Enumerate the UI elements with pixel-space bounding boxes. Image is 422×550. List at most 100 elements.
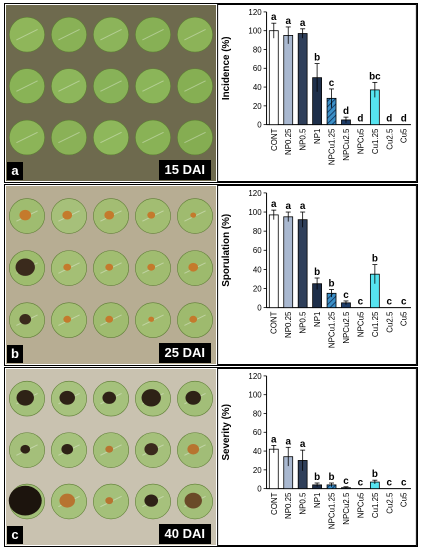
y-tick-label: 20 — [253, 102, 262, 111]
leaf-vein — [142, 80, 164, 92]
lesion — [185, 390, 201, 405]
y-tick-label: 20 — [253, 284, 262, 293]
bar — [283, 35, 294, 126]
chart-frame — [217, 368, 417, 546]
significance-letter: a — [285, 436, 291, 447]
leaf-vein — [184, 80, 206, 92]
x-tick-label: NPCu1.25 — [328, 128, 337, 165]
significance-letter: c — [329, 78, 335, 89]
x-tick-label: NPCu2.5 — [342, 311, 351, 344]
lesion — [63, 263, 72, 271]
significance-letter: b — [314, 53, 320, 64]
y-tick-label: 100 — [248, 27, 262, 36]
leaf-disc — [93, 68, 129, 104]
leaf-disc — [9, 119, 45, 156]
y-tick-label: 80 — [253, 45, 262, 54]
x-tick-label: NPCu1.25 — [328, 492, 337, 529]
x-tick-label: NP0.5 — [299, 128, 308, 151]
lesion — [63, 315, 72, 323]
leaf-disc — [51, 119, 87, 156]
x-tick-label: CONT — [270, 492, 279, 515]
dai-label-a: 15 DAI — [158, 160, 211, 180]
lesion — [147, 211, 156, 219]
x-tick-label: NP0.5 — [299, 492, 308, 515]
leaf-vein — [58, 28, 80, 41]
x-tick-label: NPCu5 — [356, 311, 365, 337]
bar — [297, 33, 308, 126]
significance-letter: a — [300, 18, 306, 29]
significance-letter: c — [401, 478, 407, 489]
chart-frame — [217, 185, 417, 365]
dai-label-b: 25 DAI — [158, 343, 211, 363]
significance-letter: c — [387, 297, 393, 308]
leaf-disc — [9, 68, 45, 104]
lesion — [104, 210, 115, 220]
x-tick-label: Cu2.5 — [385, 492, 394, 514]
leaf-vein — [184, 28, 206, 41]
panel-letter-b: b — [7, 345, 23, 363]
lesion — [16, 389, 34, 406]
significance-letter: d — [343, 106, 349, 117]
x-tick-label: NP1 — [313, 492, 322, 508]
leaf-disc — [135, 68, 171, 104]
x-tick-label: CONT — [270, 128, 279, 151]
significance-letter: b — [372, 469, 378, 480]
significance-letter: c — [358, 297, 364, 308]
leaf-vein — [58, 80, 80, 92]
y-tick-label: 60 — [253, 64, 262, 73]
lesion — [141, 389, 161, 407]
x-tick-label: NP0.5 — [299, 311, 308, 334]
significance-letter: a — [300, 201, 306, 212]
x-tick-label: Cu2.5 — [385, 311, 394, 333]
leaf-disc — [51, 68, 87, 104]
significance-letter: c — [401, 297, 407, 308]
lesion — [184, 492, 202, 509]
lesion — [187, 443, 200, 455]
leaf-vein — [16, 80, 38, 92]
lesion — [19, 314, 32, 325]
leaf-disc-photo-b — [6, 186, 216, 364]
y-tick-label: 40 — [253, 265, 262, 274]
leaf-disc — [135, 16, 171, 53]
significance-letter: c — [343, 290, 349, 301]
lesion — [189, 315, 198, 323]
bar — [283, 216, 294, 309]
significance-letter: b — [329, 279, 335, 290]
leaf-vein — [58, 131, 80, 144]
lesion — [61, 443, 74, 455]
x-tick-label: Cu5 — [400, 128, 409, 143]
x-tick-label: Cu1.25 — [371, 311, 380, 337]
x-tick-label: NP0.25 — [284, 492, 293, 519]
lesion — [148, 316, 155, 322]
significance-letter: a — [285, 16, 291, 27]
x-tick-label: NP0.25 — [284, 128, 293, 155]
leaf-vein — [100, 80, 122, 92]
significance-letter: a — [271, 434, 277, 445]
leaf-vein — [100, 28, 122, 41]
y-tick-label: 100 — [248, 391, 262, 400]
panel-letter-a: a — [7, 162, 23, 180]
y-tick-label: 120 — [248, 189, 262, 198]
x-tick-label: NPCu2.5 — [342, 128, 351, 161]
leaf-disc — [93, 16, 129, 53]
lesion — [147, 263, 156, 271]
significance-letter: b — [314, 267, 320, 278]
leaf-disc — [177, 119, 213, 156]
lesion — [19, 209, 32, 221]
lesion — [188, 262, 199, 272]
lesion — [15, 258, 35, 276]
x-tick-label: NPCu1.25 — [328, 311, 337, 348]
significance-letter: d — [401, 114, 407, 125]
leaf-vein — [16, 131, 38, 144]
y-tick-label: 40 — [253, 447, 262, 456]
leaf-disc — [177, 68, 213, 104]
incidence-chart: Incidence (%) 0 20 40 60 80 100 120 a CONT a NP0.25… — [217, 4, 417, 182]
panel-c: c 40 DAI Severity (%) 0 20 40 60 80 100 120 a CON… — [4, 367, 418, 547]
x-tick-label: NP1 — [313, 128, 322, 144]
x-tick-label: NPCu5 — [356, 492, 365, 518]
x-tick-label: Cu5 — [400, 492, 409, 507]
x-tick-label: Cu1.25 — [371, 492, 380, 518]
x-tick-label: Cu2.5 — [385, 128, 394, 150]
y-tick-label: 100 — [248, 208, 262, 217]
bar — [268, 30, 279, 126]
